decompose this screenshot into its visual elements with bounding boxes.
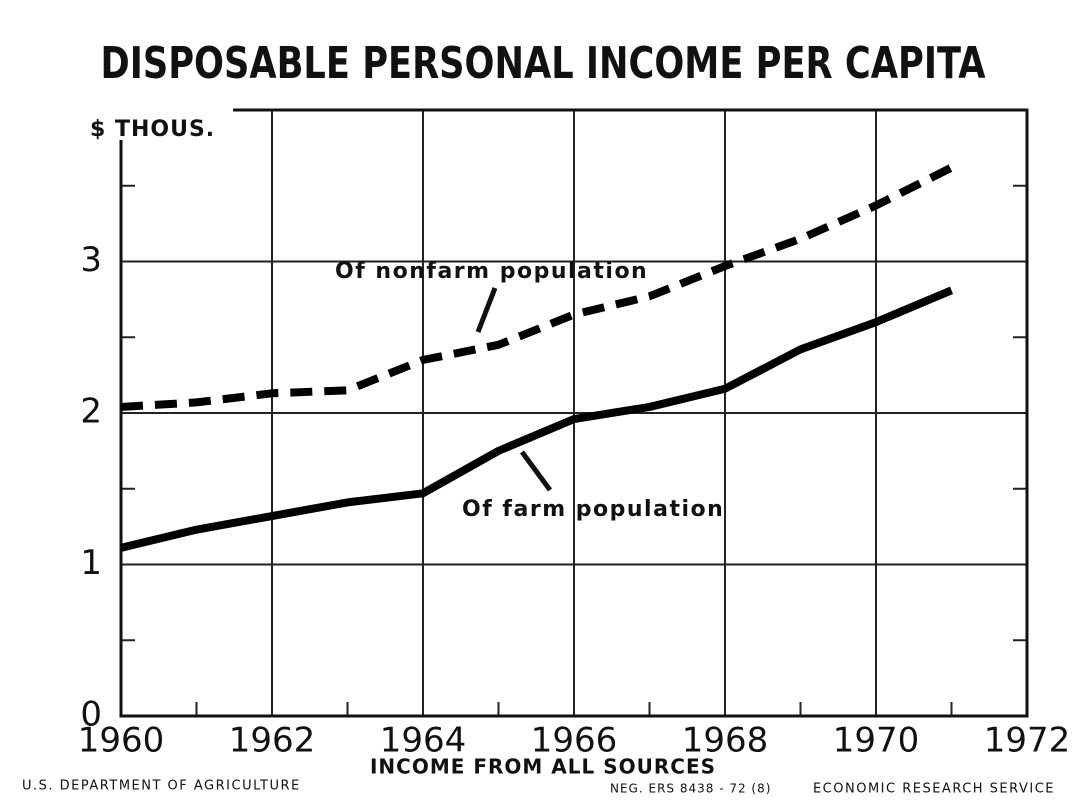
footer-right: ECONOMIC RESEARCH SERVICE xyxy=(813,782,1055,797)
chart-title: DISPOSABLE PERSONAL INCOME PER CAPITA xyxy=(101,38,986,89)
x-tick-label: 1972 xyxy=(984,721,1071,761)
plot-frame xyxy=(119,108,1029,718)
y-tick-label: 0 xyxy=(80,695,102,735)
series-line xyxy=(120,286,954,552)
x-axis-label: INCOME FROM ALL SOURCES xyxy=(370,755,716,779)
x-tick-label: 1964 xyxy=(380,721,467,761)
label-pointer xyxy=(475,287,498,333)
series-label: Of farm population xyxy=(462,497,724,522)
x-tick-label: 1970 xyxy=(833,721,920,761)
series-line xyxy=(120,163,954,411)
y-tick-label: 2 xyxy=(80,392,102,432)
x-tick-label: 1968 xyxy=(682,721,769,761)
x-tick-label: 1966 xyxy=(531,721,618,761)
footer-left: U.S. DEPARTMENT OF AGRICULTURE xyxy=(22,779,301,794)
label-backdrop xyxy=(85,100,233,140)
series-label: Of nonfarm population xyxy=(335,259,648,284)
y-axis-label: $ THOUS. xyxy=(90,117,215,142)
y-tick-label: 3 xyxy=(80,240,102,280)
x-tick-label: 1962 xyxy=(229,721,316,761)
x-tick-label: 1960 xyxy=(78,721,165,761)
footer-center: NEG. ERS 8438 - 72 (8) xyxy=(610,782,771,796)
label-pointer xyxy=(519,450,553,492)
y-tick-label: 1 xyxy=(80,543,102,583)
